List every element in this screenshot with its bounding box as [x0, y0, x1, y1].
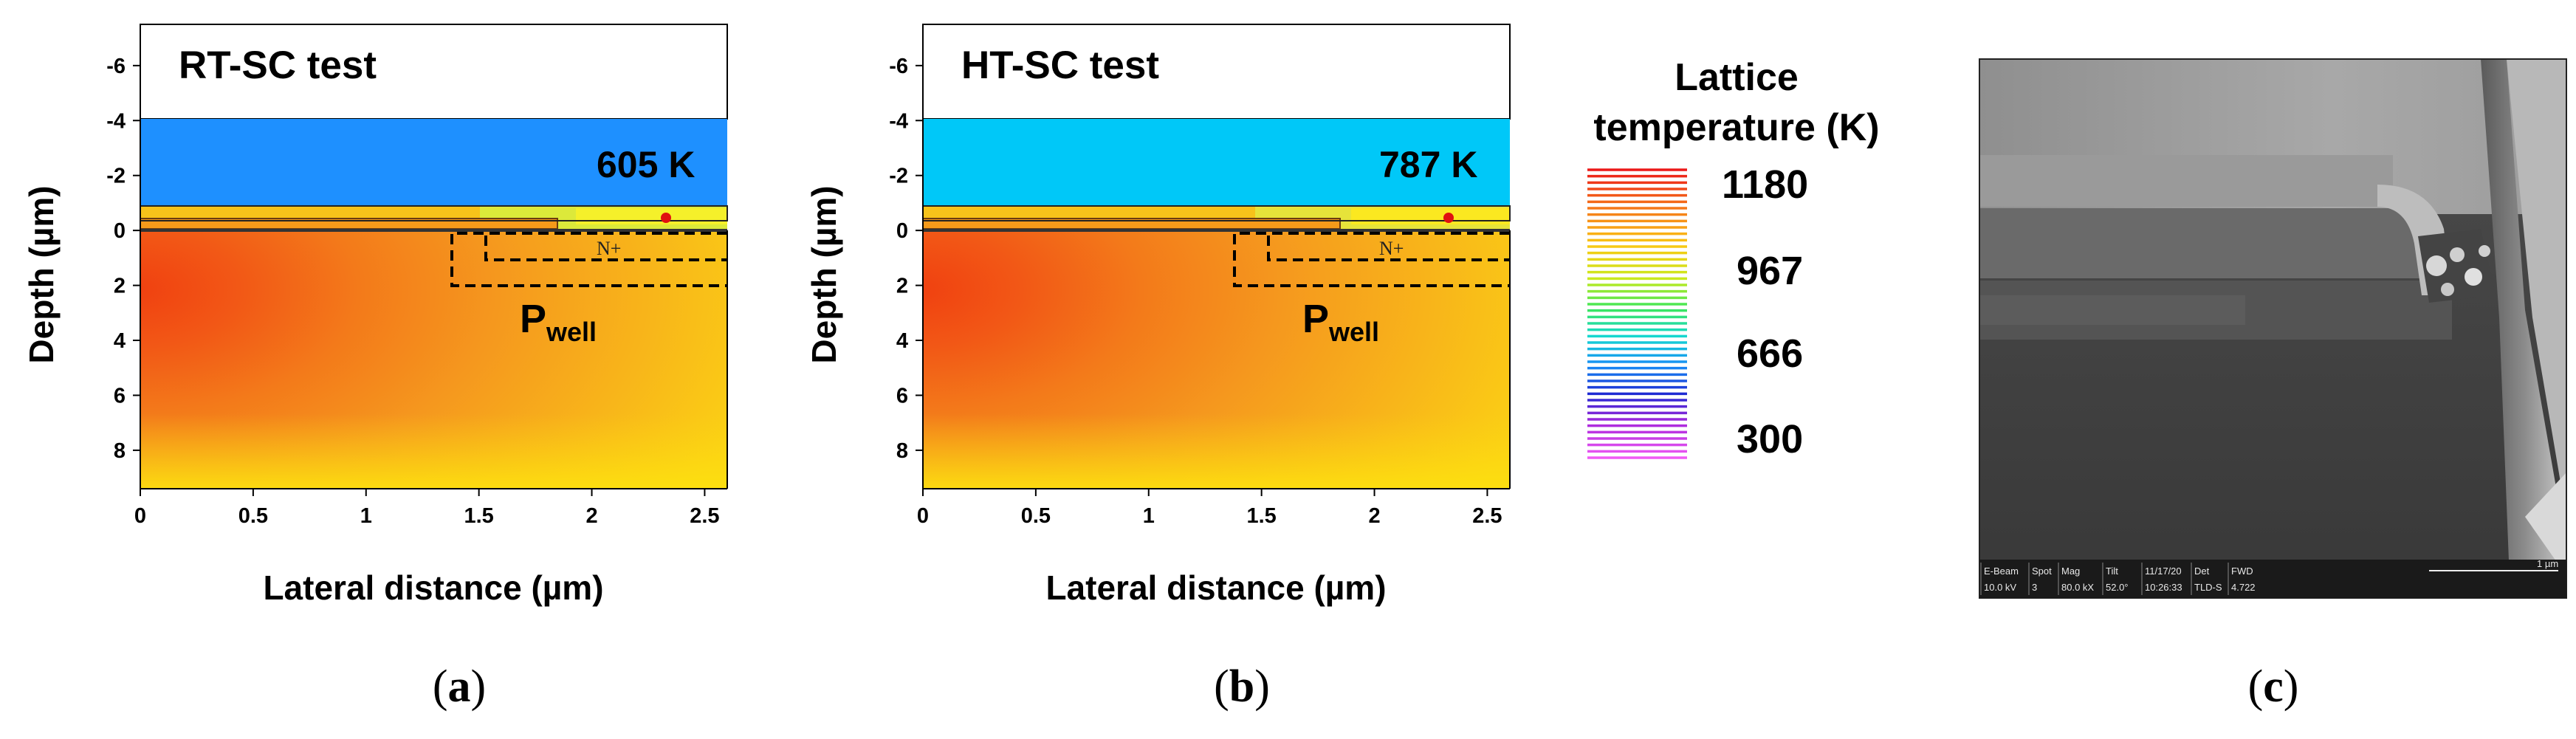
colorbar-tick-min: 300	[1737, 417, 1803, 461]
y-tick-label: 2	[114, 275, 126, 298]
panel-b: HT-SC test 787 K N+ Pwell 0 0.5 1 1.5 2 2.5 -…	[805, 24, 1511, 712]
pwell-label: Pwell	[520, 297, 597, 347]
sem-header: Det	[2194, 566, 2210, 577]
sem-value: TLD-S	[2194, 582, 2222, 593]
y-ticks: -6 -4 -2 0 2 4 6 8	[889, 55, 923, 463]
y-tick-label: -6	[106, 55, 126, 78]
hotspot-marker	[661, 213, 671, 223]
colorbar-tick-max: 1180	[1722, 162, 1808, 207]
x-tick-label: 2.5	[690, 504, 719, 528]
y-ticks: -6 -4 -2 0 2 4 6 8	[106, 55, 140, 463]
colorbar-tick-3: 666	[1737, 331, 1803, 376]
x-axis-title: Lateral distance (µm)	[1045, 568, 1386, 607]
sem-value: 80.0 kX	[2061, 582, 2094, 593]
subfigure-label-b: (b)	[1214, 661, 1270, 712]
x-tick-label: 1	[1143, 504, 1155, 528]
nplus-label: N+	[1379, 238, 1404, 259]
colorbar-legend: Lattice temperature (K) 1180 967 666 300	[1587, 56, 1880, 461]
sem-value: 10:26:33	[2145, 582, 2182, 593]
sem-header: 11/17/20	[2145, 566, 2182, 577]
x-tick-label: 0.5	[1021, 504, 1051, 528]
sem-value: 4.722	[2231, 582, 2256, 593]
y-tick-label: 4	[896, 329, 908, 353]
y-tick-label: 8	[114, 439, 126, 463]
nplus-label: N+	[597, 238, 621, 259]
y-tick-label: -4	[889, 109, 908, 133]
y-tick-label: -2	[106, 165, 126, 188]
hotspot-marker	[1443, 213, 1454, 223]
colorbar-title-line1: Lattice	[1675, 56, 1799, 99]
hotspot-temperature: 787 K	[1379, 144, 1477, 185]
y-tick-label: 4	[114, 329, 126, 353]
sem-header: FWD	[2231, 566, 2253, 577]
colorbar-tick-2: 967	[1737, 249, 1803, 293]
sem-header: Mag	[2061, 566, 2080, 577]
colorbar-stripes	[1587, 168, 1687, 459]
panel-a: RT-SC test 605 K N+ Pwell 0 0.5 1 1.5 2 2.5 -…	[22, 24, 728, 712]
sem-header: Spot	[2032, 566, 2052, 577]
y-tick-label: 6	[896, 384, 908, 408]
x-tick-label: 1.5	[1246, 504, 1276, 528]
sem-value: 10.0 kV	[1984, 582, 2016, 593]
oxide-region	[923, 119, 1510, 206]
x-axis-title: Lateral distance (µm)	[263, 568, 603, 607]
x-tick-label: 2.5	[1472, 504, 1502, 528]
y-axis-title: Depth (µm)	[22, 185, 61, 363]
y-tick-label: 8	[896, 439, 908, 463]
hotspot-temperature: 605 K	[597, 144, 695, 185]
air-region	[922, 24, 1511, 120]
panel-title: RT-SC test	[179, 44, 377, 87]
panel-c: E-Beam 10.0 kV Spot 3 Mag 80.0 kX Tilt 52.0° 11/…	[1979, 58, 2567, 712]
sem-header: Tilt	[2106, 566, 2118, 577]
colorbar-title-line2: temperature (K)	[1593, 106, 1879, 149]
sem-value: 3	[2032, 582, 2037, 593]
sem-value: 52.0°	[2106, 582, 2129, 593]
x-tick-label: 0	[917, 504, 929, 528]
y-axis-title: Depth (µm)	[805, 185, 843, 363]
x-tick-label: 1.5	[464, 504, 493, 528]
x-tick-label: 1	[360, 504, 372, 528]
y-tick-label: -2	[889, 165, 908, 188]
x-tick-label: 2	[1368, 504, 1380, 528]
y-tick-label: 0	[114, 219, 126, 243]
y-tick-label: 2	[896, 275, 908, 298]
x-ticks: 0 0.5 1 1.5 2 2.5	[917, 489, 1502, 528]
air-region	[140, 24, 728, 120]
panel-title: HT-SC test	[961, 44, 1159, 87]
y-tick-label: 6	[114, 384, 126, 408]
x-tick-label: 0.5	[238, 504, 268, 528]
x-tick-label: 0	[134, 504, 146, 528]
x-tick-label: 2	[585, 504, 597, 528]
sem-info-bar: E-Beam 10.0 kV Spot 3 Mag 80.0 kX Tilt 52.0° 11/…	[1979, 558, 2566, 598]
oxide-region	[140, 119, 727, 206]
nplus-outline	[1267, 232, 1510, 261]
y-tick-label: -4	[106, 109, 126, 133]
y-tick-label: 0	[896, 219, 908, 243]
sem-header: E-Beam	[1984, 566, 2019, 577]
subfigure-label-a: (a)	[433, 661, 486, 712]
nplus-outline	[484, 232, 727, 261]
sem-scale-label: 1 µm	[2537, 558, 2558, 569]
x-ticks: 0 0.5 1 1.5 2 2.5	[134, 489, 720, 528]
pwell-label: Pwell	[1302, 297, 1379, 347]
sem-image	[1979, 58, 2567, 599]
subfigure-label-c: (c)	[2248, 661, 2299, 712]
y-tick-label: -6	[889, 55, 908, 78]
